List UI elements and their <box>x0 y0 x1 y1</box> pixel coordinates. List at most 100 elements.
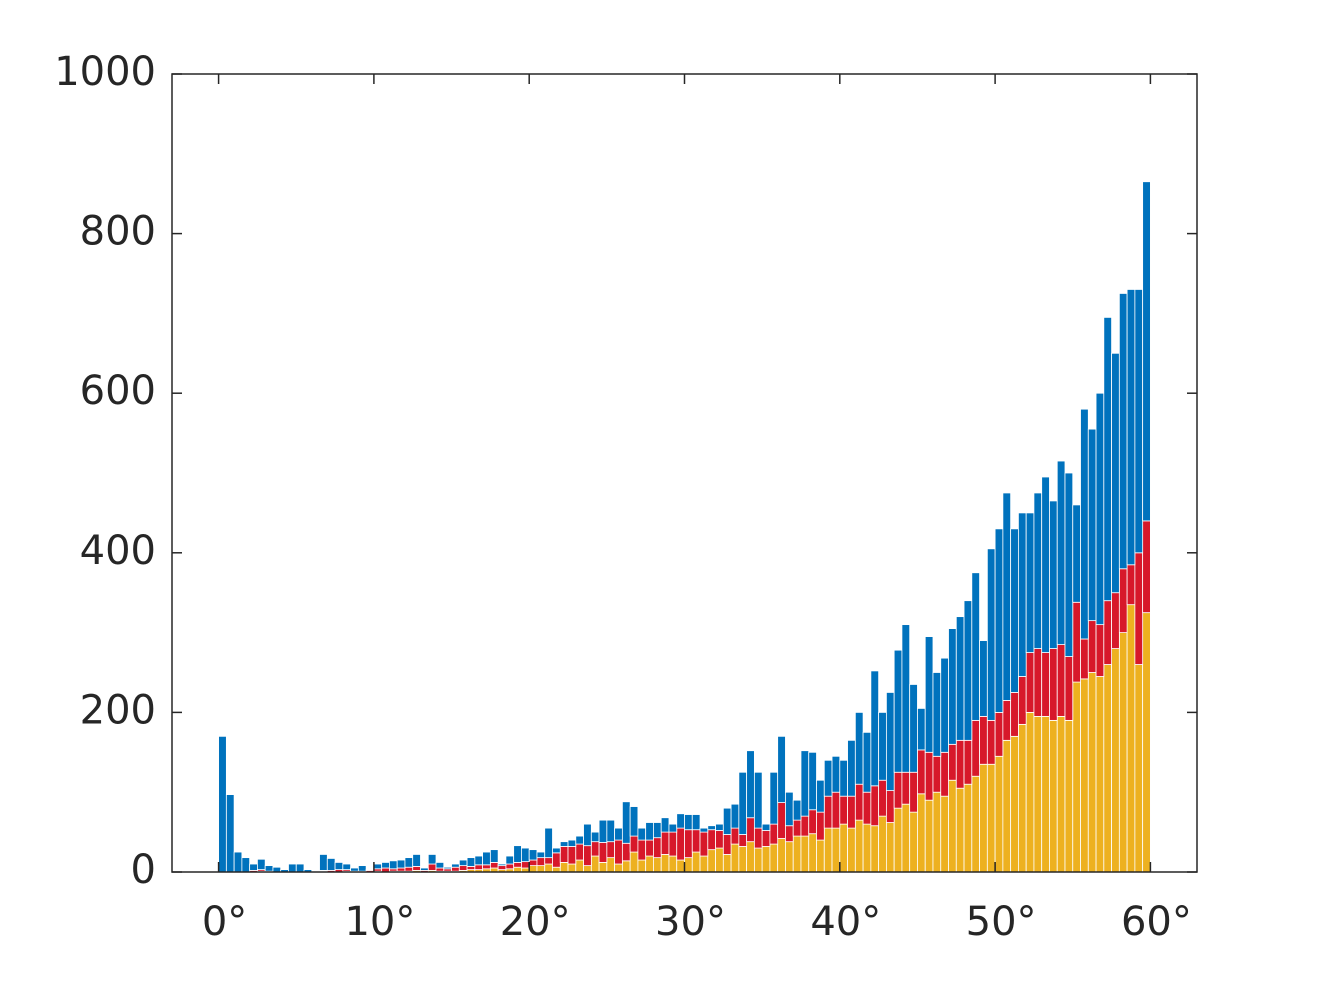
bar-segment <box>715 823 724 831</box>
bar-segment <box>590 855 600 873</box>
bar-segment <box>443 866 452 870</box>
bar-segment <box>225 794 235 873</box>
bar-segment <box>870 670 880 787</box>
x-tick-label: 0° <box>202 899 247 945</box>
bar-segment <box>971 719 980 777</box>
bar-segment <box>753 827 763 849</box>
bar-segment <box>365 869 375 871</box>
bar-segment <box>730 803 740 829</box>
bar-segment <box>1049 719 1058 873</box>
bar-segment <box>707 829 716 851</box>
bar-segment <box>691 851 701 873</box>
bar-segment <box>544 863 553 873</box>
bar-segment <box>1103 600 1112 665</box>
bar-segment <box>909 771 918 813</box>
y-tick-label: 0 <box>131 847 156 893</box>
bar-segment <box>482 864 491 870</box>
bar-segment <box>979 640 988 717</box>
bar-segment <box>948 628 957 745</box>
bar-segment <box>583 823 592 847</box>
bar-segment <box>559 846 569 863</box>
bar-segment <box>901 771 911 805</box>
bar-segment <box>544 857 553 865</box>
bar-segment <box>326 858 336 871</box>
bar-segment <box>233 851 243 873</box>
bar-segment <box>1002 492 1012 701</box>
bar-segment <box>785 825 794 843</box>
bar-segment <box>862 731 872 793</box>
bar-segment <box>1134 664 1144 873</box>
bar-segment <box>489 849 499 863</box>
bar-segment <box>1041 476 1050 653</box>
bar-segment <box>1025 712 1035 873</box>
bar-segment <box>1018 676 1027 725</box>
bar-segment <box>955 616 965 741</box>
bar-segment <box>606 857 616 873</box>
bar-segment <box>389 860 398 870</box>
bar-segment <box>1126 289 1136 566</box>
bar-segment <box>722 807 732 835</box>
bar-segment <box>816 779 825 813</box>
bar-segment <box>567 863 577 873</box>
bar-segment <box>1087 428 1097 622</box>
bar-segment <box>614 839 623 865</box>
bar-segment <box>878 815 887 873</box>
bar-segment <box>1072 681 1081 873</box>
bar-segment <box>629 835 639 853</box>
x-tick-label: 10° <box>344 899 415 945</box>
bar-segment <box>334 862 344 871</box>
bar-segment <box>823 795 833 829</box>
bar-segment <box>753 847 763 873</box>
bar-segment <box>901 803 911 873</box>
bar-segment <box>660 817 670 833</box>
bar-segment <box>249 863 258 871</box>
x-tick-label: 30° <box>655 899 726 945</box>
bar-segment <box>513 845 522 863</box>
bar-segment <box>777 802 786 839</box>
bar-segment <box>901 624 911 773</box>
bar-segment <box>1103 316 1112 602</box>
bar-segment <box>559 862 569 873</box>
bar-segment <box>435 862 445 869</box>
bar-segment <box>606 841 616 859</box>
bar-segment <box>948 743 957 781</box>
bar-segment <box>1095 676 1105 873</box>
bar-segment <box>451 863 460 868</box>
bar-segment <box>637 827 647 841</box>
bar-segment <box>373 863 383 870</box>
bar-segment <box>761 846 771 873</box>
bar-segment <box>816 811 825 841</box>
bar-segment <box>730 843 740 873</box>
bar-segment <box>893 771 903 809</box>
bar-segment <box>668 855 678 873</box>
bar-segment <box>746 841 755 873</box>
bar-segment <box>1056 644 1066 717</box>
bar-segment <box>932 791 942 873</box>
bar-segment <box>1049 648 1058 721</box>
bar-segment <box>940 657 949 753</box>
bar-segment <box>521 847 530 863</box>
bar-segment <box>1111 352 1120 594</box>
bar-segment <box>319 854 328 871</box>
bar-segment <box>1056 715 1066 873</box>
bar-segment <box>536 857 546 867</box>
bar-segment <box>792 819 802 837</box>
bar-segment <box>1064 472 1074 657</box>
bar-segment <box>1142 181 1151 522</box>
bar-segment <box>1080 408 1089 640</box>
bar-segment <box>676 859 685 873</box>
bar-segment <box>792 835 802 873</box>
bar-segment <box>684 814 693 831</box>
bar-segment <box>893 807 903 873</box>
bar-segment <box>785 841 794 873</box>
bar-segment <box>761 830 771 847</box>
bar-segment <box>1072 601 1081 683</box>
bar-segment <box>917 708 926 751</box>
bar-segment <box>1018 723 1027 873</box>
y-tick-label: 400 <box>80 528 156 574</box>
bar-segment <box>917 749 926 795</box>
bar-segment <box>800 835 810 873</box>
bar-segment <box>1118 632 1128 873</box>
bar-segment <box>567 846 577 865</box>
bar-segment <box>847 827 856 873</box>
